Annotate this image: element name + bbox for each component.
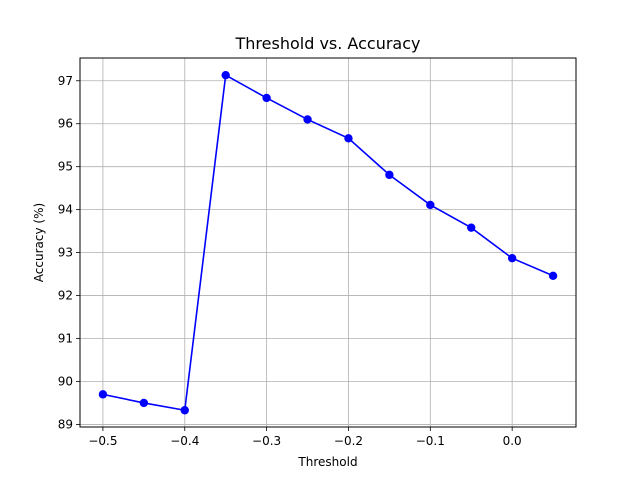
x-tick-label: 0.0 [503,434,522,448]
x-tick-label: −0.3 [252,434,281,448]
data-point [344,134,353,143]
x-tick-label: −0.2 [334,434,363,448]
data-point [303,115,312,124]
y-tick-label: 91 [58,332,73,346]
x-axis: −0.5 −0.4 −0.3 −0.2 −0.1 0.0 [88,427,522,448]
y-tick-label: 93 [58,246,73,260]
data-point [507,253,517,263]
data-point [385,170,394,180]
series-layer [98,70,558,415]
x-tick-label: −0.5 [88,434,117,448]
y-tick-label: 96 [58,117,73,131]
y-tick-label: 94 [58,203,73,217]
grid [80,58,576,427]
y-tick-label: 95 [58,160,73,174]
data-point [98,390,108,399]
data-point [426,200,435,210]
chart-title: Threshold vs. Accuracy [235,34,421,53]
x-tick-label: −0.1 [416,434,445,448]
data-point [262,93,271,103]
series-line [102,73,554,412]
x-axis-label: Threshold [297,455,357,469]
y-axis-label: Accuracy (%) [32,203,46,282]
y-axis: 89 90 91 92 93 94 95 96 97 [58,74,80,431]
x-tick-label: −0.4 [170,434,199,448]
data-point [180,406,189,415]
y-tick-label: 90 [58,374,73,388]
data-point [548,271,558,280]
y-tick-label: 92 [58,289,73,303]
data-point [467,223,476,232]
y-tick-label: 89 [58,417,73,431]
y-tick-label: 97 [58,74,73,88]
data-point [221,70,230,80]
plot-frame [79,57,577,428]
data-point [139,398,149,408]
